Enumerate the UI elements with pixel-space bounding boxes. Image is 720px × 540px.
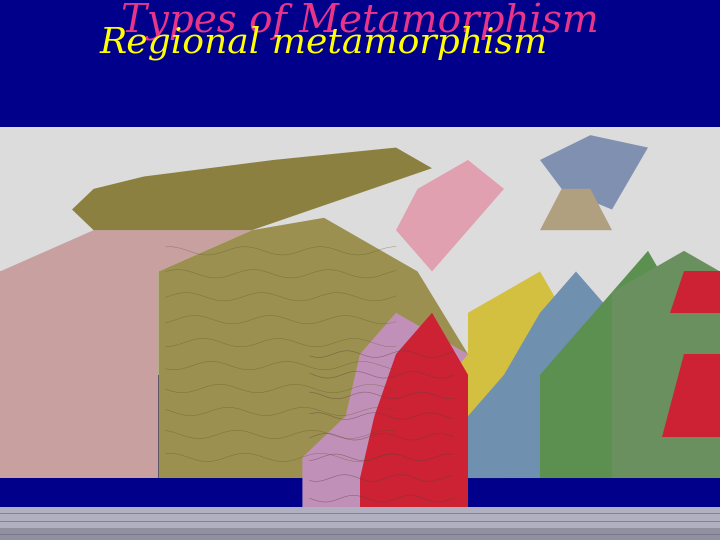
Polygon shape — [72, 147, 432, 230]
Polygon shape — [158, 218, 468, 478]
Polygon shape — [0, 272, 158, 478]
Polygon shape — [0, 507, 720, 540]
Polygon shape — [540, 135, 648, 210]
Polygon shape — [670, 272, 720, 313]
Polygon shape — [0, 528, 720, 540]
Polygon shape — [468, 272, 612, 478]
Polygon shape — [396, 272, 576, 478]
Polygon shape — [0, 127, 720, 375]
Text: Regional metamorphism: Regional metamorphism — [100, 26, 548, 60]
Polygon shape — [540, 189, 612, 230]
Polygon shape — [396, 160, 504, 272]
Polygon shape — [0, 230, 252, 272]
Polygon shape — [540, 251, 684, 478]
Text: Types of Metamorphism: Types of Metamorphism — [121, 3, 599, 40]
Polygon shape — [662, 354, 720, 437]
Polygon shape — [360, 313, 468, 528]
Polygon shape — [302, 313, 468, 528]
Polygon shape — [612, 251, 720, 478]
